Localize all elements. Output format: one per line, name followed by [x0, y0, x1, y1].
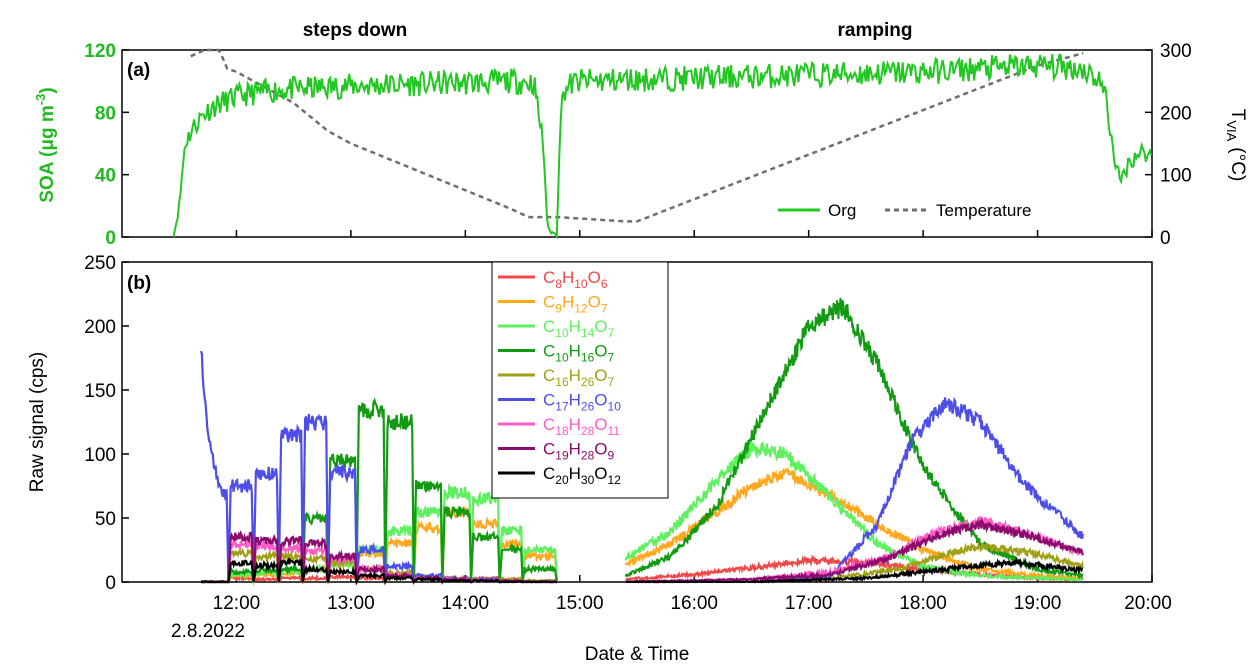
panel-a-legend: Org Temperature [778, 201, 1031, 220]
panel-b-x-tick-label: 15:00 [556, 593, 604, 614]
legend-label-C10H14O7: C10​H14​O7​ [543, 317, 615, 340]
panel-a-right-tick-label: 0 [1160, 228, 1171, 249]
temperature-axis-unit: (°C) [1227, 147, 1248, 181]
panel-b-y-axis-title: Raw signal (cps) [27, 352, 48, 492]
soa-axis-label: SOA [37, 161, 58, 202]
panel-a-right-tick-label: 300 [1160, 41, 1192, 62]
org-line [172, 53, 1153, 240]
panel-b-y-tick-label: 200 [84, 317, 116, 338]
panel-b-x-tick-label: 14:00 [442, 593, 490, 614]
x-axis-title: Date & Time [585, 644, 690, 665]
panel-b-x-tick-label: 12:00 [213, 593, 261, 614]
panel-a-right-tick-label: 100 [1160, 166, 1192, 187]
legend-label-C20H30O12: C20​H30​O12​ [543, 464, 621, 487]
legend-label-C18H28O11: C18​H28​O11​ [543, 415, 620, 438]
panel-a: (a) steps down ramping 0 40 80 120 0 100 200 3… [33, 20, 1248, 249]
panel-b: (b) 0 50 100 150 200 250 12:00 13:00 14:00 15:00… [27, 253, 1172, 665]
panel-a-right-tick-label: 200 [1160, 103, 1192, 124]
panel-b-y-axis: 0 50 100 150 200 250 [84, 253, 129, 594]
panel-a-left-tick-label: 0 [105, 228, 116, 249]
panel-b-legend: C8​H10​O6​C9​H12​O7​C10​H14​O7​C10​H16​O… [491, 261, 669, 499]
panel-a-left-tick-label: 40 [95, 166, 116, 187]
series-ramp-C10H14O7 [624, 440, 1084, 583]
series-steps-C10H16O7 [200, 397, 558, 584]
temperature-axis-label: T [1227, 109, 1248, 121]
series-ramp-C17H26O10 [625, 396, 1084, 584]
soa-axis-title: SOA (μg m-3) [33, 87, 58, 202]
soa-axis-unit-close: ) [37, 87, 58, 93]
legend-temperature-label: Temperature [936, 201, 1031, 220]
phase-label-steps-down: steps down [303, 20, 408, 41]
panel-a-x-ticks [235, 230, 1153, 237]
soa-axis-unit-exp: -3 [33, 94, 48, 106]
legend-org-label: Org [828, 201, 856, 220]
panel-a-label: (a) [127, 60, 150, 81]
panel-b-y-tick-label: 100 [84, 445, 116, 466]
panel-b-y-tick-label: 0 [105, 573, 116, 594]
legend-label-C16H26O7: C16​H26​O7​ [543, 366, 615, 389]
panel-a-left-tick-label: 120 [84, 41, 116, 62]
legend-label-C17H26O10: C17​H26​O10​ [543, 391, 621, 414]
panel-b-x-tick-label: 13:00 [327, 593, 375, 614]
legend-label-C10H16O7: C10​H16​O7​ [543, 342, 615, 365]
series-steps-C20H30O12 [201, 557, 557, 586]
series-steps-C17H26O10 [199, 350, 558, 586]
legend-label-C9H12O7: C9​H12​O7​ [543, 293, 608, 316]
panel-b-x-tick-label: 19:00 [1014, 593, 1062, 614]
series-ramp-C10H16O7 [624, 297, 1084, 580]
panel-a-left-tick-label: 80 [95, 103, 116, 124]
panel-b-y-tick-label: 150 [84, 381, 116, 402]
panel-b-x-tick-label: 16:00 [670, 593, 718, 614]
panel-b-x-tick-label: 18:00 [899, 593, 947, 614]
panel-a-series [172, 48, 1153, 240]
series-ramp-C19H28O9 [625, 517, 1084, 584]
panel-a-frame [121, 49, 1153, 238]
phase-label-ramping: ramping [838, 20, 913, 41]
panel-b-label: (b) [127, 273, 151, 294]
panel-b-x-axis: 12:00 13:00 14:00 15:00 16:00 17:00 18:00 19:00… [213, 575, 1172, 614]
panel-a-right-axis: 0 100 200 300 [1145, 41, 1192, 249]
temperature-line [190, 48, 1084, 223]
panel-a-left-axis: 0 40 80 120 [84, 41, 129, 249]
date-label: 2.8.2022 [171, 621, 245, 642]
temperature-axis-title: TVIA (°C) [1224, 109, 1248, 182]
panel-b-x-tick-label: 17:00 [785, 593, 833, 614]
soa-axis-unit: (μg m [37, 105, 58, 157]
panel-b-y-tick-label: 250 [84, 253, 116, 274]
panel-b-x-tick-label: 20:00 [1124, 593, 1172, 614]
temperature-axis-label-sub: VIA [1224, 120, 1239, 141]
series-ramp-C20H30O12 [625, 556, 1084, 584]
legend-label-C19H28O9: C19​H28​O9​ [543, 440, 615, 463]
legend-label-C8H10O6: C8​H10​O6​ [543, 268, 608, 291]
panel-b-y-tick-label: 50 [95, 509, 116, 530]
